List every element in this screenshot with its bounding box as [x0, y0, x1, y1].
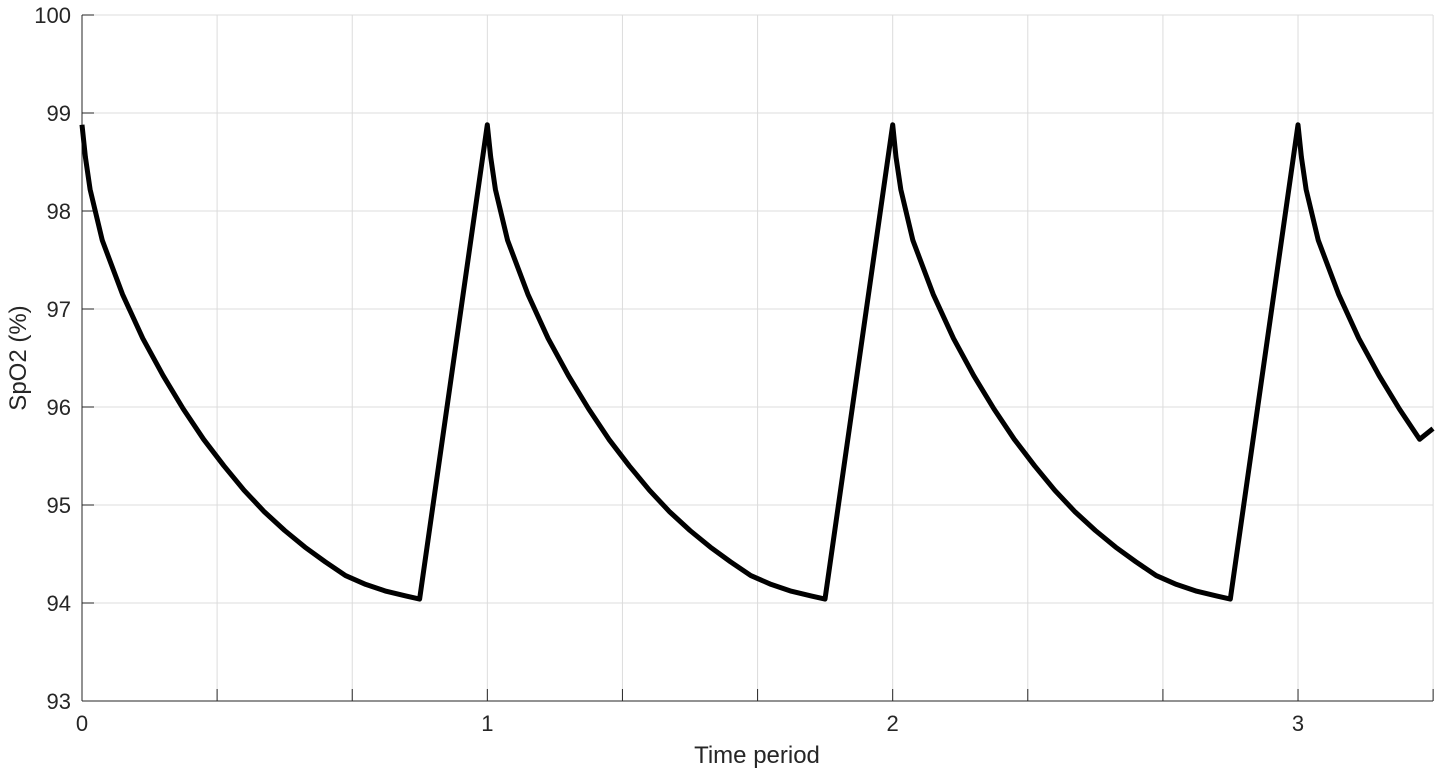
- y-tick-label: 98: [47, 199, 71, 224]
- y-tick-label: 100: [34, 3, 71, 28]
- series: [79, 122, 1435, 602]
- y-tick-label: 96: [47, 395, 71, 420]
- x-tick-label: 1: [481, 711, 493, 736]
- x-tick-labels: 0 1 2 3: [76, 711, 1304, 736]
- x-tick-label: 2: [887, 711, 899, 736]
- x-axis-label: Time period: [694, 742, 820, 769]
- y-tick-label: 99: [47, 101, 71, 126]
- tick-marks: [81, 14, 1434, 702]
- y-tick-labels: 93 94 95 96 97 98 99 100: [34, 3, 71, 714]
- y-tick-label: 94: [47, 591, 71, 616]
- spo2-series-line: [79, 122, 1435, 602]
- y-tick-label: 93: [47, 689, 71, 714]
- x-tick-label: 0: [76, 711, 88, 736]
- y-tick-label: 95: [47, 493, 71, 518]
- y-tick-label: 97: [47, 297, 71, 322]
- x-tick-label: 3: [1292, 711, 1304, 736]
- y-axis-label: SpO2 (%): [5, 305, 32, 410]
